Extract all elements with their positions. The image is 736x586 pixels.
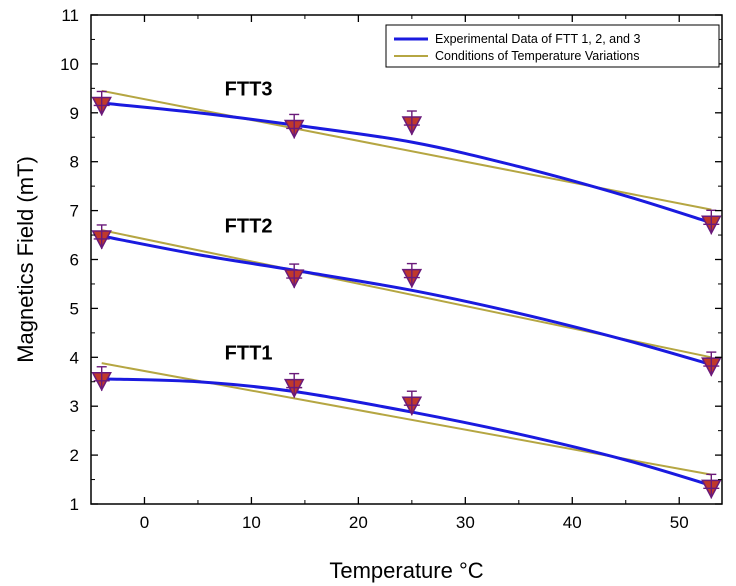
y-tick-label: 3 <box>70 397 79 416</box>
data-point-marker <box>283 113 305 140</box>
data-point-marker <box>91 366 112 392</box>
y-tick-label: 6 <box>70 251 79 270</box>
x-tick-label: 0 <box>140 513 149 532</box>
ticks-layer <box>91 14 722 505</box>
y-tick-label: 10 <box>60 55 79 74</box>
series-layer <box>101 89 712 487</box>
data-point-marker <box>91 90 112 117</box>
x-tick-label: 10 <box>242 513 261 532</box>
y-axis-title: Magnetics Field (mT) <box>13 156 38 363</box>
y-tick-label: 11 <box>61 6 79 25</box>
data-point-marker <box>401 262 423 289</box>
x-tick-label: 30 <box>456 513 475 532</box>
data-point-marker <box>701 473 722 499</box>
annotation-ftt1: FTT1 <box>225 343 273 365</box>
condition-line-3 <box>101 89 712 211</box>
x-axis-title: Temperature °C <box>329 558 483 583</box>
annotation-ftt3: FTT3 <box>225 79 273 101</box>
data-point-marker <box>701 351 722 377</box>
x-tick-label: 20 <box>349 513 368 532</box>
experimental-curve-1 <box>101 377 712 487</box>
markers-layer <box>91 90 722 499</box>
data-point-marker <box>401 390 423 416</box>
x-tick-label: 40 <box>563 513 582 532</box>
legend-box <box>385 24 720 68</box>
experimental-curve-2 <box>101 234 712 367</box>
plot-frame <box>90 14 723 505</box>
data-point-marker <box>283 372 305 399</box>
x-tick-label: 50 <box>670 513 689 532</box>
data-point-marker <box>91 224 112 250</box>
data-point-marker <box>701 209 722 235</box>
y-tick-label: 7 <box>70 202 79 221</box>
y-tick-label: 4 <box>70 348 79 367</box>
legend: Experimental Data of FTT 1, 2, and 3 Con… <box>385 24 720 68</box>
data-point-marker <box>401 110 423 136</box>
legend-label-conditions: Conditions of Temperature Variations <box>435 49 640 63</box>
y-tick-label: 9 <box>70 104 79 123</box>
y-tick-label: 2 <box>70 446 79 465</box>
y-tick-label: 5 <box>70 299 79 318</box>
legend-label-experimental: Experimental Data of FTT 1, 2, and 3 <box>435 32 640 46</box>
y-tick-label: 8 <box>70 153 79 172</box>
annotation-ftt2: FTT2 <box>225 216 273 238</box>
y-tick-label: 1 <box>70 495 79 514</box>
data-point-marker <box>283 263 305 289</box>
experimental-curve-3 <box>101 101 712 225</box>
